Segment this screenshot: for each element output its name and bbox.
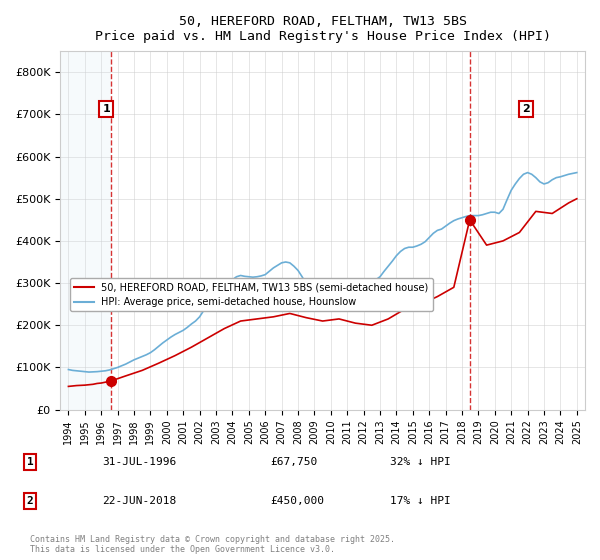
Title: 50, HEREFORD ROAD, FELTHAM, TW13 5BS
Price paid vs. HM Land Registry's House Pri: 50, HEREFORD ROAD, FELTHAM, TW13 5BS Pri… (95, 15, 551, 43)
Bar (60, 51, 111, 409)
Text: 32% ↓ HPI: 32% ↓ HPI (390, 457, 451, 467)
Legend: 50, HEREFORD ROAD, FELTHAM, TW13 5BS (semi-detached house), HPI: Average price, : 50, HEREFORD ROAD, FELTHAM, TW13 5BS (se… (70, 278, 433, 311)
Text: 1: 1 (26, 457, 34, 467)
Text: Contains HM Land Registry data © Crown copyright and database right 2025.
This d: Contains HM Land Registry data © Crown c… (30, 535, 395, 554)
Text: 1: 1 (102, 104, 110, 114)
Text: £67,750: £67,750 (270, 457, 317, 467)
Text: 2: 2 (522, 104, 530, 114)
Bar (60, 51, 111, 409)
Text: 17% ↓ HPI: 17% ↓ HPI (390, 496, 451, 506)
Text: 31-JUL-1996: 31-JUL-1996 (102, 457, 176, 467)
Text: 2: 2 (26, 496, 34, 506)
Text: £450,000: £450,000 (270, 496, 324, 506)
Text: 22-JUN-2018: 22-JUN-2018 (102, 496, 176, 506)
